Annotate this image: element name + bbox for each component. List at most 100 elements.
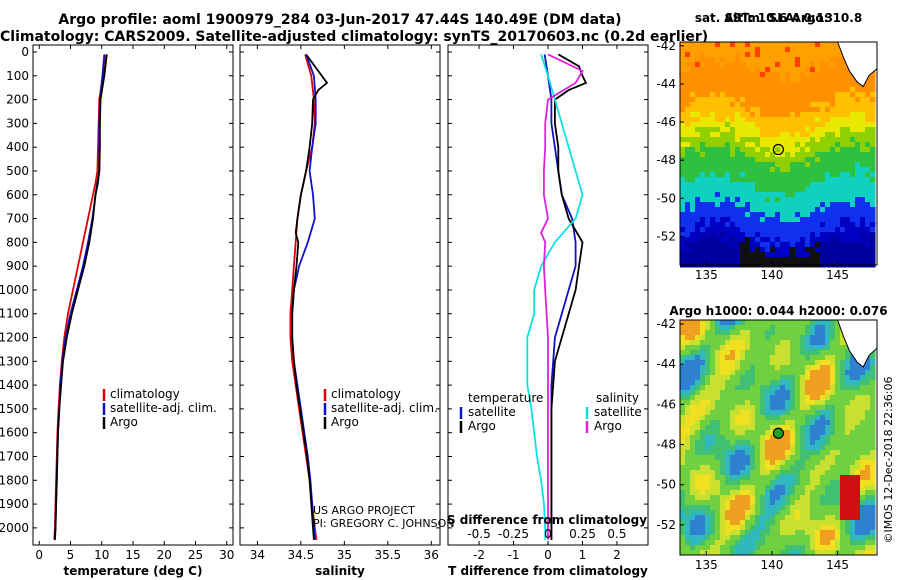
map-cell: [700, 370, 706, 376]
map-cell: [725, 355, 731, 361]
map-cell: [855, 545, 861, 551]
map-cell: [815, 475, 821, 481]
map-cell: [845, 395, 851, 401]
map-cell: [775, 410, 781, 416]
map-cell: [725, 520, 731, 526]
map-cell: [795, 425, 801, 431]
map-cell: [745, 217, 751, 223]
map-cell: [740, 455, 746, 461]
map-cell: [715, 485, 721, 491]
map-cell: [735, 475, 741, 481]
map-cell: [705, 490, 711, 496]
map-cell: [860, 252, 866, 258]
map-cell: [725, 177, 731, 183]
map-cell: [860, 550, 866, 556]
map-cell: [865, 470, 871, 476]
map-cell: [840, 515, 846, 521]
map-cell: [755, 455, 761, 461]
map-cell: [775, 330, 781, 336]
map-cell: [705, 330, 711, 336]
map-cell: [830, 242, 836, 248]
map-cell: [870, 152, 876, 158]
map-cell: [685, 535, 691, 541]
map-cell: [755, 112, 761, 118]
map-cell: [855, 242, 861, 248]
map-cell: [850, 400, 856, 406]
map-cell: [690, 87, 696, 93]
map-cell: [865, 107, 871, 113]
map-cell: [805, 510, 811, 516]
map-cell: [845, 192, 851, 198]
y-tick-label: 300: [6, 116, 29, 130]
map-cell: [720, 112, 726, 118]
map-cell: [755, 142, 761, 148]
map-cell: [750, 465, 756, 471]
map-cell: [835, 177, 841, 183]
map-cell: [810, 77, 816, 83]
map-cell: [810, 42, 816, 48]
map-cell: [840, 485, 846, 491]
x-tick-label: 36: [424, 548, 439, 562]
map-cell: [820, 147, 826, 153]
map-cell: [725, 192, 731, 198]
map-cell: [755, 345, 761, 351]
map-cell: [805, 520, 811, 526]
map-cell: [735, 182, 741, 188]
map-cell: [685, 465, 691, 471]
map-cell: [860, 450, 866, 456]
map-cell: [755, 405, 761, 411]
map-cell: [700, 430, 706, 436]
map-cell: [730, 217, 736, 223]
map-cell: [770, 167, 776, 173]
map-cell: [720, 87, 726, 93]
map-cell: [685, 122, 691, 128]
map-cell: [770, 162, 776, 168]
map-cell: [680, 550, 686, 556]
map-cell: [755, 425, 761, 431]
map-cell: [725, 480, 731, 486]
map-cell: [780, 92, 786, 98]
map-cell: [820, 330, 826, 336]
map-cell: [765, 107, 771, 113]
map-cell: [775, 325, 781, 331]
map-cell: [815, 152, 821, 158]
map-cell: [785, 202, 791, 208]
map-cell: [795, 355, 801, 361]
map-cell: [780, 355, 786, 361]
map-cell: [815, 550, 821, 556]
map-cell: [860, 470, 866, 476]
map-cell: [710, 177, 716, 183]
map-cell: [740, 510, 746, 516]
map-cell: [800, 192, 806, 198]
map-cell: [730, 87, 736, 93]
map-cell: [695, 232, 701, 238]
map-cell: [855, 92, 861, 98]
map-cell: [715, 252, 721, 258]
map-cell: [815, 252, 821, 258]
map-cell: [835, 450, 841, 456]
map-cell: [840, 400, 846, 406]
map-cell: [830, 480, 836, 486]
map-cell: [845, 217, 851, 223]
map-cell: [725, 425, 731, 431]
map-cell: [825, 192, 831, 198]
map-cell: [680, 475, 686, 481]
map-cell: [760, 350, 766, 356]
map-cell: [850, 152, 856, 158]
map-cell: [755, 360, 761, 366]
map-y-tick-label: -42: [656, 39, 676, 53]
map-cell: [830, 77, 836, 83]
map-cell: [680, 445, 686, 451]
map-cell: [790, 470, 796, 476]
map-cell: [820, 212, 826, 218]
map-cell: [825, 222, 831, 228]
map-cell: [690, 425, 696, 431]
map-cell: [700, 227, 706, 233]
map-cell: [725, 340, 731, 346]
map-cell: [815, 380, 821, 386]
map-cell: [800, 92, 806, 98]
map-cell: [830, 535, 836, 541]
map-cell: [805, 350, 811, 356]
map-cell: [825, 515, 831, 521]
map-cell: [840, 495, 846, 501]
